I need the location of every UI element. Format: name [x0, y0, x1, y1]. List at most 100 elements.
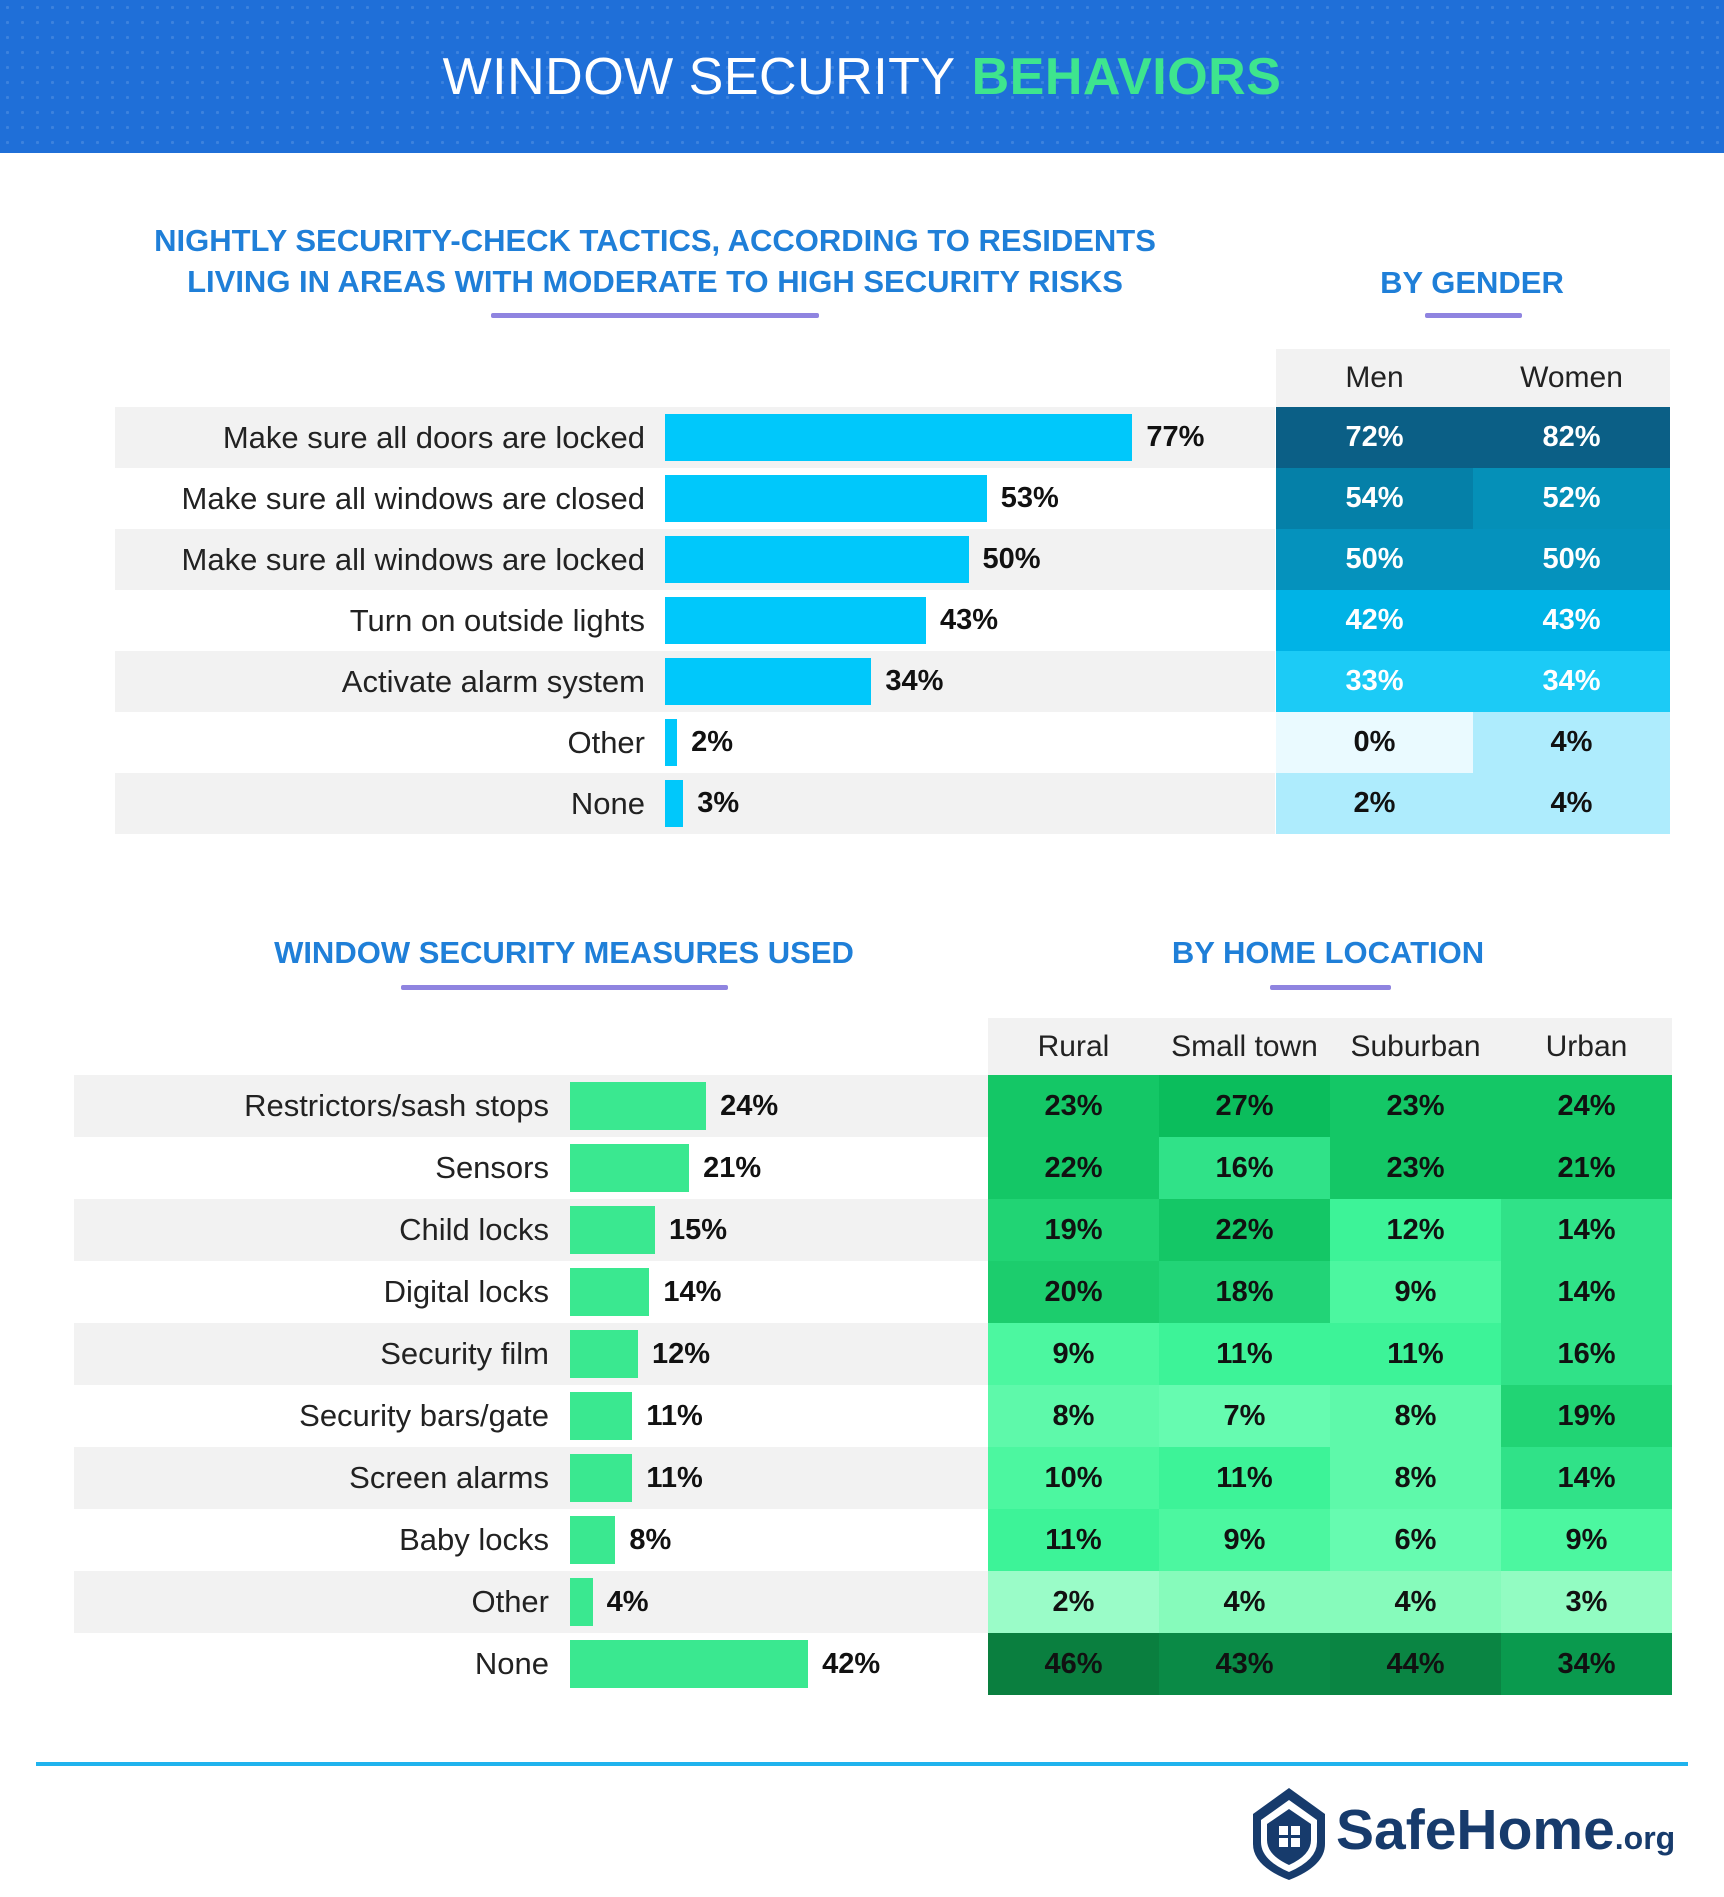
bar-value-label: 50%	[982, 543, 1041, 575]
heatmap-header-band	[988, 1018, 1672, 1075]
heatmap-cell: 50%	[1276, 529, 1473, 590]
heatmap-cell: 12%	[1330, 1199, 1501, 1261]
bar	[570, 1268, 650, 1316]
bar-value-label: 53%	[1000, 482, 1059, 514]
row-band	[74, 1447, 999, 1509]
heatmap-cell: 4%	[1473, 712, 1670, 773]
bar	[665, 719, 678, 766]
section1-title-line2: LIVING IN AREAS WITH MODERATE TO HIGH SE…	[187, 264, 1123, 299]
heatmap-cell: 22%	[1159, 1199, 1330, 1261]
bar-category-label: Child locks	[399, 1212, 549, 1247]
gender-title: BY GENDER	[1380, 265, 1564, 300]
heatmap-cell: 44%	[1330, 1633, 1501, 1695]
bar-value-label: 14%	[663, 1276, 722, 1308]
heatmap-cell: 72%	[1276, 407, 1473, 468]
row-band	[74, 1199, 999, 1261]
bar-category-label: Other	[567, 725, 645, 760]
section2-underline	[401, 985, 728, 990]
row-band	[74, 1571, 999, 1633]
heatmap-cell: 43%	[1473, 590, 1670, 651]
row-band	[74, 1075, 999, 1137]
location-underline	[1270, 985, 1391, 990]
bar-category-label: Other	[471, 1584, 549, 1619]
heatmap-cell: 46%	[988, 1633, 1159, 1695]
heatmap-column-header: Urban	[1545, 1030, 1628, 1063]
bar-value-label: 42%	[822, 1648, 881, 1680]
heatmap-cell: 34%	[1473, 651, 1670, 712]
bar	[570, 1392, 633, 1440]
bar-value-label: 2%	[691, 726, 734, 758]
heatmap-cell: 16%	[1159, 1137, 1330, 1199]
logo-name: SafeHome	[1336, 1798, 1615, 1862]
heatmap-cell: 23%	[1330, 1137, 1501, 1199]
row-band	[74, 1323, 999, 1385]
bar-category-label: Make sure all doors are locked	[222, 420, 645, 455]
heatmap-cell: 50%	[1473, 529, 1670, 590]
bar-value-label: 24%	[720, 1090, 779, 1122]
section2-title: WINDOW SECURITY MEASURES USED	[274, 935, 854, 970]
bar	[665, 414, 1133, 461]
bar	[665, 780, 684, 827]
section1-underline	[491, 313, 819, 318]
heatmap-cell: 22%	[988, 1137, 1159, 1199]
heatmap-cell: 9%	[988, 1323, 1159, 1385]
heatmap-cell: 23%	[1330, 1075, 1501, 1137]
heatmap-cell: 27%	[1159, 1075, 1330, 1137]
heatmap-cell: 42%	[1276, 590, 1473, 651]
heatmap-cell: 11%	[1159, 1323, 1330, 1385]
title-light: WINDOW SECURITY	[442, 47, 956, 106]
heatmap-cell: 33%	[1276, 651, 1473, 712]
section1-title-line1: NIGHTLY SECURITY-CHECK TACTICS, ACCORDIN…	[154, 223, 1156, 258]
heatmap-cell: 52%	[1473, 468, 1670, 529]
bar	[665, 658, 872, 705]
heatmap-cell: 11%	[988, 1509, 1159, 1571]
bar-category-label: Screen alarms	[349, 1460, 549, 1495]
bar-value-label: 77%	[1146, 421, 1205, 453]
heatmap-cell: 2%	[1276, 773, 1473, 834]
heatmap-cell: 6%	[1330, 1509, 1501, 1571]
house-shield-icon	[1253, 1788, 1325, 1880]
bar	[570, 1516, 616, 1564]
heatmap-column-header: Men	[1345, 361, 1404, 394]
heatmap-cell: 2%	[988, 1571, 1159, 1633]
bar-category-label: Baby locks	[399, 1522, 549, 1557]
bar-category-label: Make sure all windows are locked	[181, 542, 646, 577]
bar	[570, 1144, 690, 1192]
heatmap-cell: 11%	[1159, 1447, 1330, 1509]
bar-category-label: None	[570, 786, 645, 821]
section1-title: NIGHTLY SECURITY-CHECK TACTICS, ACCORDIN…	[80, 220, 1230, 302]
heatmap-cell: 19%	[988, 1199, 1159, 1261]
bar-category-label: None	[474, 1646, 549, 1681]
heatmap-cell: 19%	[1501, 1385, 1672, 1447]
heatmap-cell: 4%	[1473, 773, 1670, 834]
heatmap-cell: 4%	[1159, 1571, 1330, 1633]
bar-value-label: 8%	[629, 1524, 672, 1556]
bar-category-label: Security film	[380, 1336, 549, 1371]
bar-value-label: 12%	[652, 1338, 711, 1370]
bar-value-label: 21%	[703, 1152, 762, 1184]
bar-category-label: Activate alarm system	[341, 664, 645, 699]
heatmap-cell: 23%	[988, 1075, 1159, 1137]
heatmap-cell: 9%	[1501, 1509, 1672, 1571]
heatmap-cell: 7%	[1159, 1385, 1330, 1447]
page-title: WINDOW SECURITY BEHAVIORS	[443, 47, 1282, 107]
heatmap-cell: 8%	[988, 1385, 1159, 1447]
bar-category-label: Turn on outside lights	[349, 603, 645, 638]
heatmap-header-band	[1276, 349, 1670, 407]
bar-category-label: Restrictors/sash stops	[244, 1088, 549, 1123]
location-title: BY HOME LOCATION	[1171, 935, 1485, 970]
bar-value-label: 15%	[669, 1214, 728, 1246]
bar-category-label: Security bars/gate	[299, 1398, 549, 1433]
bar-value-label: 11%	[646, 1462, 703, 1494]
heatmap-cell: 82%	[1473, 407, 1670, 468]
row-band	[115, 773, 1275, 834]
bar	[570, 1578, 593, 1626]
heatmap-cell: 3%	[1501, 1571, 1672, 1633]
bar	[665, 536, 969, 583]
bar	[665, 475, 987, 522]
heatmap-cell: 43%	[1159, 1633, 1330, 1695]
heatmap-cell: 34%	[1501, 1633, 1672, 1695]
heatmap-cell: 20%	[988, 1261, 1159, 1323]
heatmap-column-header: Small town	[1171, 1030, 1318, 1063]
bar-category-label: Make sure all windows are closed	[181, 481, 646, 516]
